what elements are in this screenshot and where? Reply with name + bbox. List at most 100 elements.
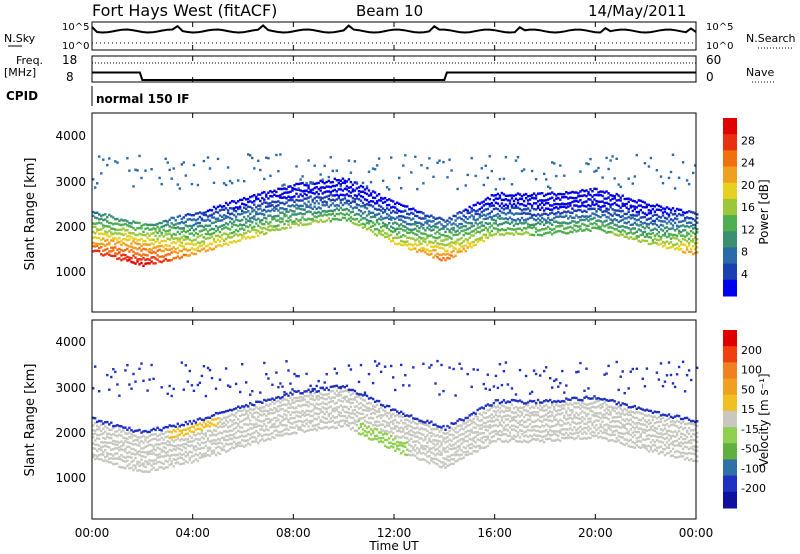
echo-point: [367, 421, 371, 424]
echo-point: [104, 213, 107, 216]
echo-point: [547, 192, 550, 195]
echo-point: [124, 460, 127, 463]
echo-point: [414, 432, 417, 435]
echo-point: [186, 218, 189, 221]
echo-point: [198, 224, 202, 228]
echo-point: [508, 194, 512, 197]
echo-point: [275, 416, 278, 420]
echo-point: [605, 219, 608, 222]
echo-point: [152, 377, 155, 380]
echo-point: [291, 411, 294, 414]
echo-point: [144, 169, 147, 172]
echo-point: [553, 199, 556, 202]
echo-point: [631, 223, 634, 226]
echo-point: [375, 399, 379, 403]
echo-point: [492, 415, 496, 418]
echo-point: [251, 221, 254, 224]
echo-point: [202, 211, 206, 215]
echo-point: [635, 214, 638, 217]
echo-point: [428, 421, 431, 425]
echo-point: [687, 232, 691, 235]
echo-point: [363, 198, 367, 201]
echo-point: [337, 386, 340, 389]
echo-point: [379, 437, 383, 440]
echo-point: [414, 209, 417, 212]
echo-point: [486, 416, 489, 419]
echo-point: [116, 232, 119, 235]
echo-point: [287, 411, 290, 414]
echo-point: [637, 239, 640, 243]
echo-point: [444, 230, 447, 234]
echo-point: [412, 247, 415, 250]
echo-point: [261, 401, 264, 404]
echo-point: [625, 226, 628, 229]
echo-point: [472, 229, 475, 233]
echo-point: [416, 250, 419, 253]
echo-point: [512, 213, 516, 216]
echo-point: [140, 254, 143, 257]
echo-point: [124, 437, 127, 440]
echo-point: [349, 201, 353, 204]
echo-point: [474, 422, 477, 425]
echo-point: [494, 423, 498, 427]
echo-point: [305, 422, 308, 425]
echo-point: [476, 418, 479, 421]
echo-point: [490, 440, 493, 443]
echo-point: [484, 217, 487, 220]
echo-point: [645, 225, 649, 228]
echo-point: [204, 417, 208, 420]
echo-point: [539, 203, 542, 206]
echo-point: [667, 207, 671, 210]
echo-point: [271, 208, 274, 211]
echo-point: [150, 238, 153, 241]
echo-point: [673, 243, 677, 246]
echo-point: [192, 229, 196, 232]
echo-point: [484, 411, 487, 415]
echo-point: [261, 196, 264, 200]
echo-point: [204, 213, 208, 217]
echo-point: [182, 234, 185, 237]
echo-point: [692, 238, 695, 241]
echo-point: [635, 237, 638, 240]
echo-point: [647, 235, 651, 239]
echo-point: [202, 242, 206, 245]
echo-point: [424, 229, 427, 232]
echo-point: [154, 443, 157, 446]
echo-point: [116, 430, 119, 433]
echo-point: [373, 423, 377, 426]
echo-point: [359, 195, 363, 198]
echo-point: [490, 420, 493, 423]
echo-point: [426, 441, 429, 444]
echo-point: [605, 231, 608, 234]
echo-point: [430, 431, 433, 434]
echo-point: [247, 205, 250, 208]
echo-point: [466, 434, 469, 438]
echo-point: [677, 225, 681, 228]
echo-point: [571, 230, 574, 234]
echo-point: [621, 229, 624, 232]
echo-point: [186, 230, 189, 233]
echo-point: [309, 182, 312, 185]
echo-point: [591, 195, 594, 198]
echo-point: [470, 385, 473, 388]
echo-point: [291, 196, 294, 199]
echo-point: [422, 433, 425, 436]
echo-point: [379, 403, 383, 406]
echo-point: [259, 433, 262, 436]
echo-point: [128, 441, 131, 444]
echo-point: [383, 405, 387, 409]
echo-point: [567, 226, 570, 229]
echo-point: [488, 234, 491, 237]
echo-point: [442, 252, 445, 256]
echo-point: [486, 425, 489, 428]
echo-point: [428, 461, 431, 465]
echo-point: [601, 190, 604, 193]
echo-point: [490, 218, 493, 221]
echo-point: [104, 456, 107, 459]
echo-point: [470, 246, 473, 249]
echo-point: [204, 454, 208, 458]
echo-point: [476, 209, 479, 212]
echo-point: [379, 230, 383, 233]
echo-point: [394, 236, 397, 239]
echo-point: [228, 437, 232, 440]
